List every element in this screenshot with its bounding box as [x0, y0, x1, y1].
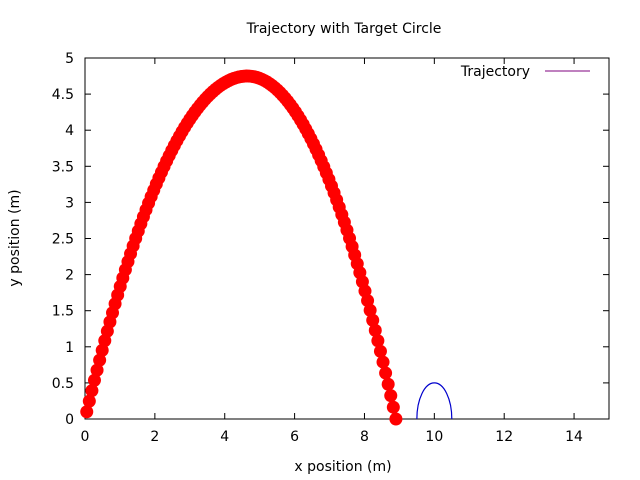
y-tick-label: 3: [65, 195, 74, 211]
legend-label-trajectory: Trajectory: [460, 64, 530, 80]
y-tick-label: 4: [65, 123, 74, 139]
x-tick-label: 12: [495, 429, 513, 445]
x-tick-label: 10: [425, 429, 443, 445]
x-tick-label: 4: [220, 429, 229, 445]
trajectory-point: [90, 363, 104, 377]
y-tick-label: 1: [65, 340, 74, 356]
trajectory-point: [80, 405, 94, 419]
trajectory-point: [379, 366, 393, 380]
trajectory-point: [376, 355, 390, 369]
x-tick-label: 8: [360, 429, 369, 445]
trajectory-point: [384, 389, 398, 403]
trajectory-point: [373, 344, 387, 358]
trajectory-point: [368, 323, 382, 337]
trajectory-point: [389, 412, 403, 426]
trajectory-point: [366, 313, 380, 327]
x-tick-label: 0: [81, 429, 90, 445]
trajectory-point: [363, 303, 377, 317]
axis-ticks: 0 2 4 6 8 10 12 14 0 0.5 1 1.5 2 2.5 3 3.5 4 4.5 5: [52, 51, 609, 445]
target-circle: [416, 382, 453, 420]
y-tick-label: 5: [65, 51, 74, 67]
data-layer: [80, 69, 453, 426]
y-axis-label: y position (m): [7, 189, 23, 286]
chart-title: Trajectory with Target Circle: [246, 21, 442, 37]
y-tick-label: 2: [65, 268, 74, 284]
x-tick-label: 14: [565, 429, 583, 445]
x-tick-label: 6: [290, 429, 299, 445]
trajectory-point: [87, 373, 101, 387]
trajectory-point: [386, 400, 400, 414]
y-tick-label: 4.5: [52, 87, 74, 103]
y-tick-label: 2.5: [52, 232, 74, 248]
legend: Trajectory: [460, 64, 590, 80]
trajectory-point: [93, 353, 107, 367]
trajectory-point: [85, 384, 99, 398]
y-tick-label: 0.5: [52, 376, 74, 392]
y-tick-label: 0: [65, 412, 74, 428]
x-tick-label: 2: [150, 429, 159, 445]
y-tick-label: 1.5: [52, 304, 74, 320]
trajectory-point: [82, 394, 96, 408]
trajectory-point: [361, 294, 375, 308]
trajectory-point: [371, 334, 385, 348]
trajectory-point: [381, 377, 395, 391]
x-axis-label: x position (m): [294, 459, 391, 475]
y-tick-label: 3.5: [52, 159, 74, 175]
